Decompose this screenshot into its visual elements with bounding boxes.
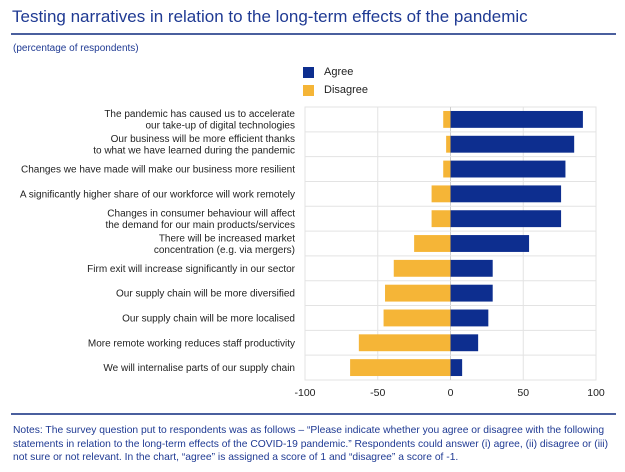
bar-disagree bbox=[393, 259, 451, 277]
category-label: to what we have learned during the pande… bbox=[93, 145, 295, 156]
bar-disagree bbox=[431, 210, 451, 228]
bar-agree bbox=[450, 210, 562, 228]
bar-disagree bbox=[350, 359, 451, 377]
bar-agree bbox=[450, 235, 530, 252]
bar-agree bbox=[450, 110, 583, 128]
chart-title: Testing narratives in relation to the lo… bbox=[12, 7, 528, 26]
category-label: our take-up of digital technologies bbox=[145, 121, 295, 132]
bar-disagree bbox=[443, 110, 451, 128]
category-label: Changes we have made will make our busin… bbox=[21, 165, 295, 176]
legend-label-disagree: Disagree bbox=[324, 84, 369, 96]
x-tick-label: -50 bbox=[370, 387, 385, 399]
notes-divider bbox=[11, 413, 616, 415]
x-tick-label: 100 bbox=[587, 387, 605, 399]
legend-item-disagree: Disagree bbox=[303, 81, 368, 99]
legend-item-agree: Agree bbox=[303, 63, 368, 81]
x-tick-label: 50 bbox=[517, 387, 529, 399]
legend-swatch-agree bbox=[303, 66, 314, 78]
category-label: Our business will be more efficient than… bbox=[111, 134, 295, 145]
category-label: The pandemic has caused us to accelerate bbox=[104, 109, 295, 120]
x-tick-label: 0 bbox=[448, 387, 454, 399]
bar-disagree bbox=[383, 309, 451, 327]
bar-disagree bbox=[446, 135, 451, 153]
legend-label-agree: Agree bbox=[324, 66, 354, 78]
category-label: concentration (e.g. via mergers) bbox=[154, 245, 295, 256]
chart-notes: Notes: The survey question put to respon… bbox=[13, 425, 609, 463]
bar-agree bbox=[450, 259, 493, 277]
bar-disagree bbox=[414, 235, 451, 252]
legend-swatch-disagree bbox=[303, 84, 314, 96]
bar-disagree bbox=[358, 334, 451, 352]
bar-disagree bbox=[431, 185, 451, 203]
legend: Agree Disagree bbox=[303, 63, 368, 99]
bar-agree bbox=[450, 185, 562, 203]
bar-agree bbox=[450, 135, 575, 153]
bar-agree bbox=[450, 309, 489, 327]
bar-agree bbox=[450, 284, 493, 302]
bar-agree bbox=[450, 359, 463, 377]
category-label: There will be increased market bbox=[159, 233, 295, 244]
category-label: A significantly higher share of our work… bbox=[20, 189, 295, 200]
bar-agree bbox=[450, 334, 479, 352]
x-tick-label: -100 bbox=[294, 387, 315, 399]
bar-disagree bbox=[443, 160, 451, 178]
chart-subtitle: (percentage of respondents) bbox=[13, 43, 139, 54]
category-label: Changes in consumer behaviour will affec… bbox=[107, 208, 295, 219]
category-label: Firm exit will increase significantly in… bbox=[87, 264, 296, 275]
bar-disagree bbox=[385, 284, 451, 302]
category-label: We will internalise parts of our supply … bbox=[103, 363, 295, 374]
bar-agree bbox=[450, 160, 566, 178]
category-label: Our supply chain will be more diversifie… bbox=[116, 289, 295, 300]
category-label: More remote working reduces staff produc… bbox=[88, 338, 295, 349]
title-divider bbox=[11, 33, 616, 35]
category-label: Our supply chain will be more localised bbox=[122, 313, 295, 324]
category-label: the demand for our main products/service… bbox=[105, 220, 295, 231]
